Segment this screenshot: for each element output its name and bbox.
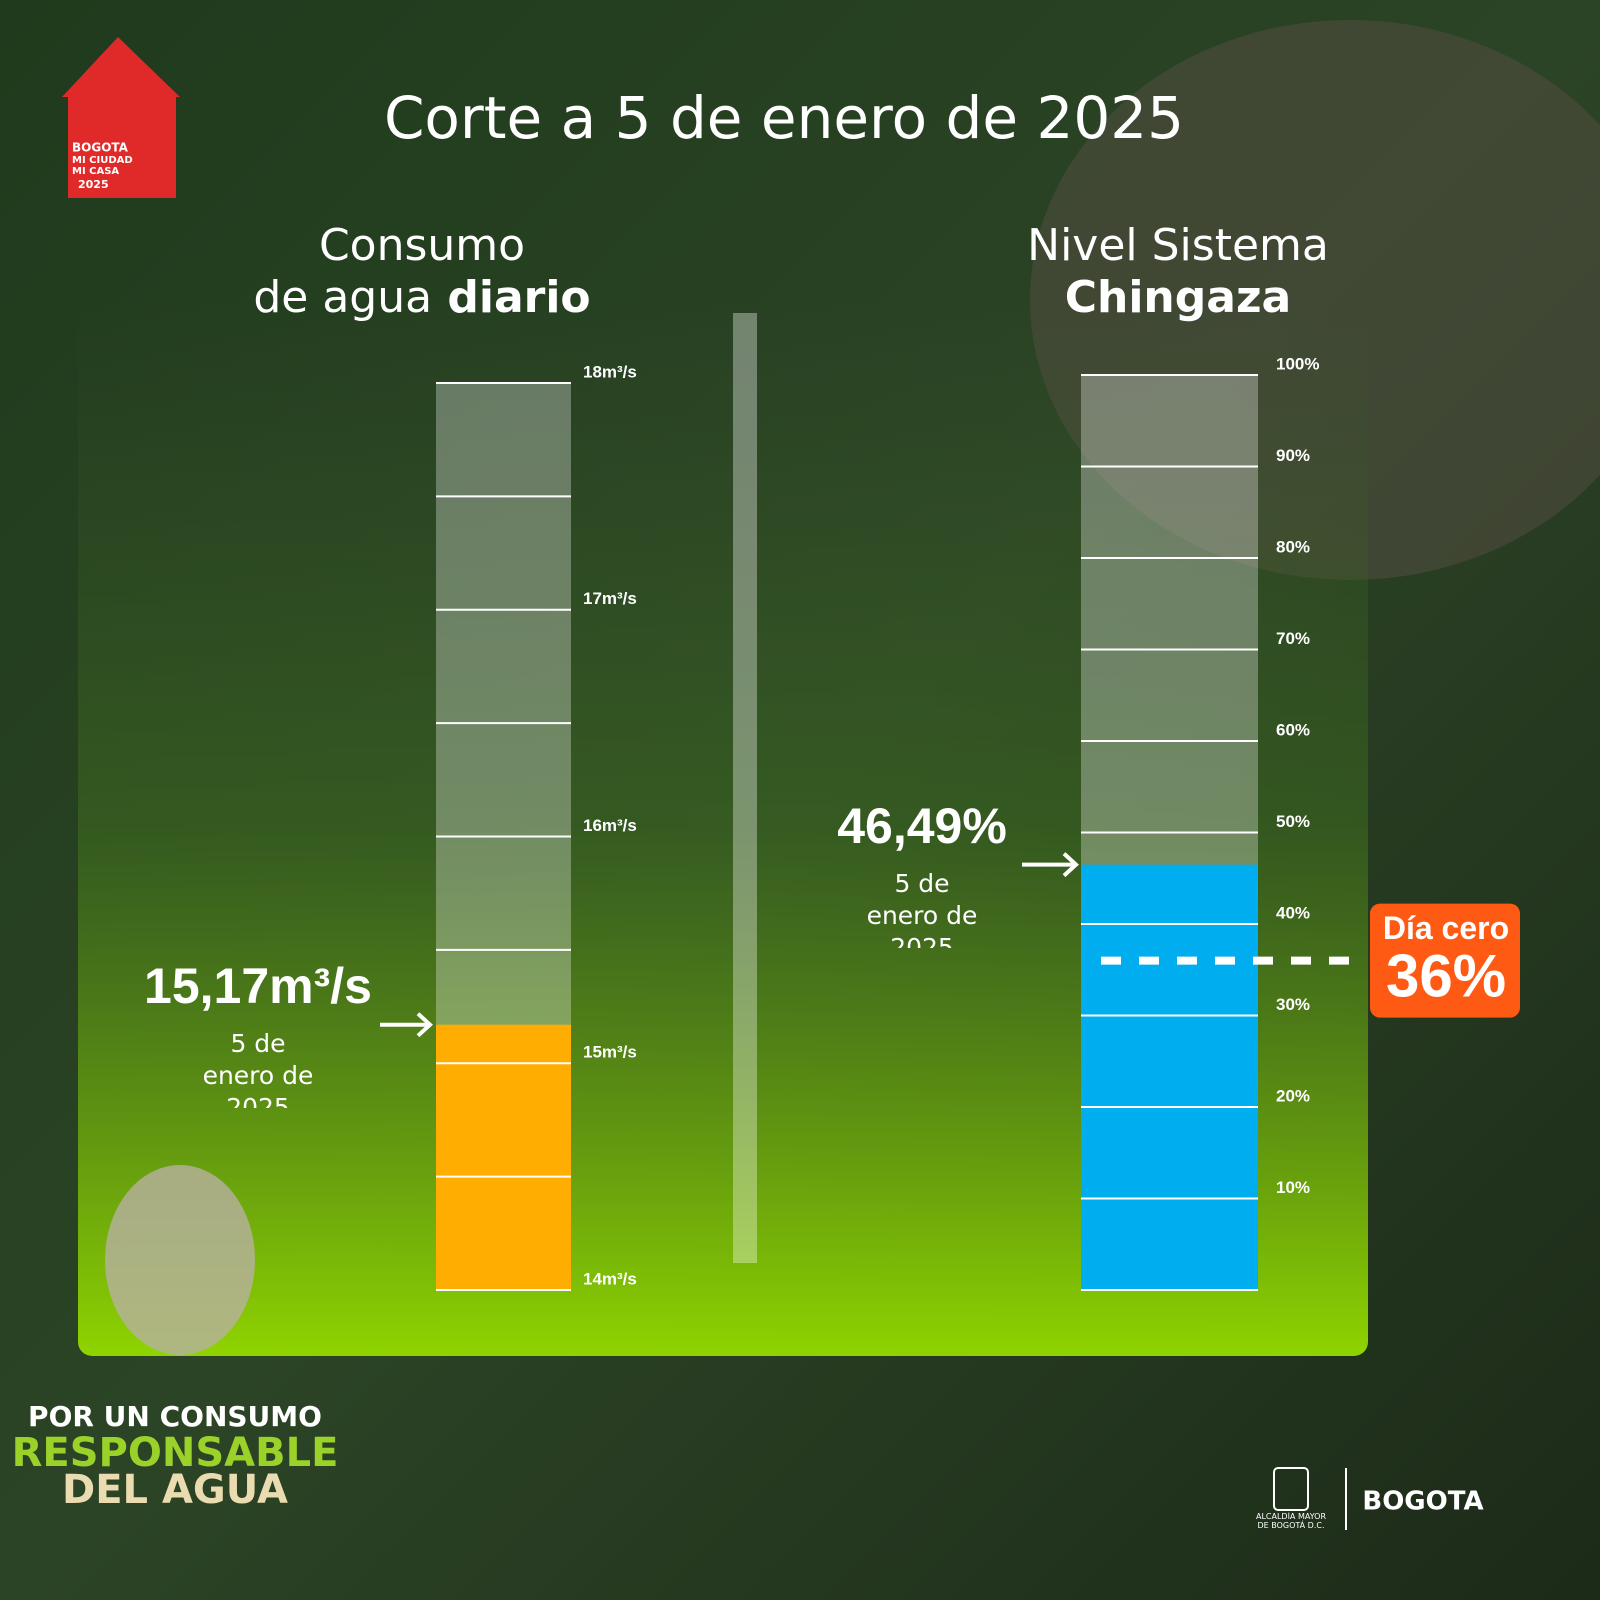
- title-line: diario: [432, 272, 591, 323]
- y-tick-label: 16m³/s: [583, 816, 637, 835]
- brand: BOGOTA: [1362, 1487, 1483, 1517]
- title-line: Nivel Sistema: [1027, 220, 1329, 271]
- y-tick-label: 70%: [1276, 629, 1310, 648]
- slogan-text: DEL AGUA: [62, 1467, 288, 1513]
- institution: ALCALDÍA MAYOR DE BOGOTÁ D.C.: [1255, 1512, 1327, 1530]
- value-label: 15,17m³/s: [144, 958, 372, 1014]
- chart-title: Nivel Sistema Chingaza: [1027, 220, 1329, 323]
- y-tick-label: 30%: [1276, 995, 1310, 1014]
- logo: BOGOTA MI CIUDAD MI CASA 2025: [62, 37, 180, 198]
- footer: ALCALDÍA MAYOR DE BOGOTÁ D.C. BOGOTA: [1255, 1467, 1484, 1530]
- category-label: 5 de enero de 2025: [202, 1029, 314, 1108]
- y-tick-label: 100%: [1276, 354, 1319, 373]
- category-label: 5 de enero de 2025: [866, 869, 978, 948]
- slogan: POR UN CONSUMO RESPONSABLE DEL AGUA: [12, 1165, 339, 1513]
- y-tick-label: 15m³/s: [583, 1043, 637, 1062]
- logo-text: MI CASA: [72, 166, 119, 177]
- slogan-text: POR UN CONSUMO: [28, 1400, 322, 1433]
- date-box: 5 de enero de 2025: [866, 869, 978, 948]
- threshold-box: [1370, 903, 1520, 1018]
- y-tick-label: 14m³/s: [583, 1269, 637, 1288]
- date-box: 5 de enero de 2025: [202, 1029, 314, 1108]
- bar: [1081, 864, 1258, 1290]
- separator: [733, 313, 757, 1263]
- title: Corte a 5 de enero de 2025: [384, 84, 1184, 152]
- value-label: 46,49%: [837, 798, 1007, 854]
- title-line: de agua: [253, 272, 432, 323]
- threshold-label: Día cero: [1383, 910, 1509, 946]
- threshold-value-label: 36%: [1386, 942, 1506, 1009]
- y-tick-label: 80%: [1276, 537, 1310, 556]
- y-tick-label: 20%: [1276, 1086, 1310, 1105]
- institution-box: ALCALDÍA MAYOR DE BOGOTÁ D.C.: [1255, 1512, 1327, 1530]
- chart-title: Consumo de agua diario: [253, 220, 590, 323]
- y-tick-label: 17m³/s: [583, 589, 637, 608]
- mascot: [105, 1165, 255, 1355]
- slogan-text: RESPONSABLE: [12, 1430, 339, 1476]
- title-line: Consumo: [319, 220, 525, 271]
- arrow-head: [1062, 852, 1079, 878]
- coat-of-arms: [1273, 1467, 1309, 1511]
- y-tick-label: 40%: [1276, 903, 1310, 922]
- panel: [78, 300, 1368, 1356]
- bar: [436, 1024, 571, 1290]
- y-tick-label: 10%: [1276, 1178, 1310, 1197]
- title-line: Chingaza: [1065, 272, 1292, 323]
- y-tick-label: 90%: [1276, 446, 1310, 465]
- y-tick-label: 60%: [1276, 720, 1310, 739]
- logo-house: [62, 37, 180, 198]
- logo-text: BOGOTA: [72, 141, 129, 155]
- arrow-head: [416, 1012, 433, 1038]
- logo-text: 2025: [78, 178, 109, 191]
- y-tick-label: 18m³/s: [583, 362, 637, 381]
- y-tick-label: 50%: [1276, 812, 1310, 831]
- logo-text: MI CIUDAD: [72, 155, 133, 166]
